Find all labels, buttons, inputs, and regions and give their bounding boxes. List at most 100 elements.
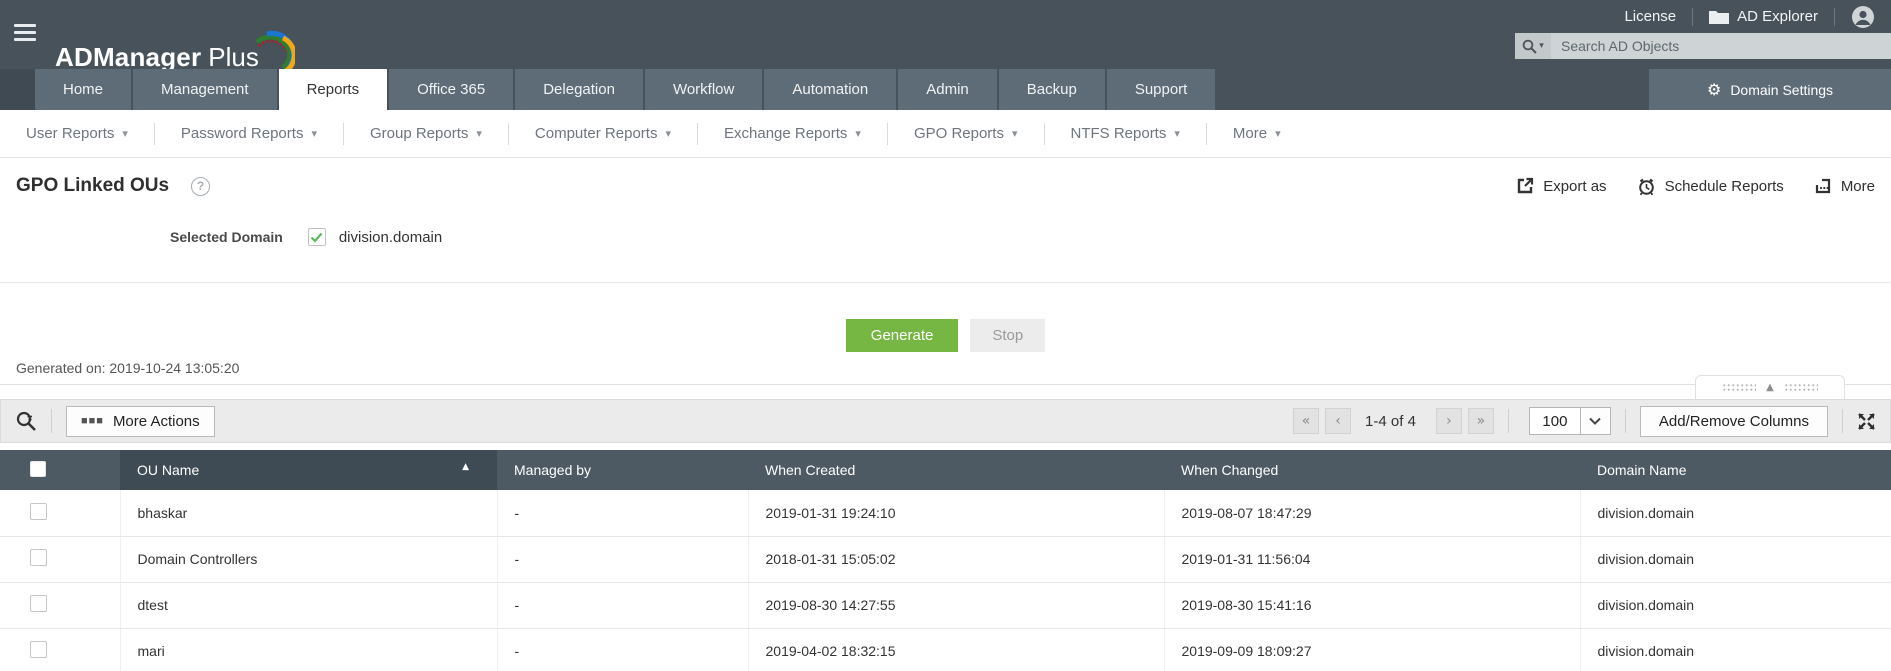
tab-backup[interactable]: Backup <box>998 69 1107 110</box>
page-size-select[interactable]: 100 <box>1528 407 1611 435</box>
domain-checkbox[interactable] <box>307 228 326 246</box>
divider <box>1205 122 1207 145</box>
tab-delegation[interactable]: Delegation <box>515 69 645 110</box>
divider <box>51 409 52 433</box>
table-row: mari - 2019-04-02 18:32:15 2019-09-09 18… <box>0 628 1891 671</box>
cell-when-changed: 2019-01-31 11:56:04 <box>1164 536 1581 583</box>
chevron-down-icon: ▾ <box>476 127 482 140</box>
grid-toolbar: ■■■ More Actions « ‹ 1-4 of 4 › » 100 Ad… <box>0 399 1891 443</box>
nav-gpo-reports[interactable]: GPO Reports ▾ <box>913 125 1018 142</box>
chevron-down-icon <box>1580 407 1611 435</box>
tab-workflow[interactable]: Workflow <box>644 69 765 110</box>
selected-domain-label: Selected Domain <box>170 229 283 245</box>
divider <box>342 122 344 145</box>
page-title: GPO Linked OUs <box>16 175 170 196</box>
table-header: OU Name ▲ Managed by When Created When C… <box>0 450 1891 490</box>
row-checkbox[interactable] <box>30 549 47 566</box>
nav-ntfs-reports[interactable]: NTFS Reports ▾ <box>1070 125 1180 142</box>
divider <box>1842 409 1843 433</box>
tab-home[interactable]: Home <box>35 69 134 110</box>
cell-ou-name: bhaskar <box>120 490 498 537</box>
user-menu[interactable] <box>1851 5 1875 29</box>
hamburger-icon[interactable] <box>14 24 36 41</box>
cell-when-created: 2019-01-31 19:24:10 <box>748 490 1165 537</box>
search-scope-button[interactable]: ▾ <box>1515 33 1551 59</box>
grid-toolbar-wrap: ▲ ■■■ More Actions « ‹ 1-4 of 4 › » 100 <box>0 375 1891 443</box>
collapse-panel-handle[interactable]: ▲ <box>1695 375 1845 399</box>
row-checkbox[interactable] <box>30 595 47 612</box>
more-dots-icon: ■■■ <box>81 414 104 427</box>
logo-swoosh-icon <box>255 30 295 74</box>
cell-domain-name: division.domain <box>1580 536 1891 583</box>
tabstrip-pad <box>0 69 35 110</box>
row-checkbox[interactable] <box>30 641 47 658</box>
selected-domain-row: Selected Domain division.domain <box>0 214 1891 260</box>
collapse-arrow-icon: ▲ <box>1766 382 1774 393</box>
row-checkbox[interactable] <box>30 502 47 520</box>
chevron-down-icon: ▾ <box>1011 127 1018 140</box>
license-label: License <box>1624 8 1677 25</box>
divider <box>886 122 888 145</box>
tab-office365[interactable]: Office 365 <box>389 69 516 110</box>
report-actions: Export as Schedule Reports More <box>1516 177 1875 196</box>
expand-icon[interactable] <box>1857 412 1876 431</box>
tab-admin[interactable]: Admin <box>898 69 999 110</box>
ad-explorer-link[interactable]: AD Explorer <box>1709 8 1818 25</box>
help-icon[interactable]: ? <box>191 176 211 196</box>
divider <box>0 384 1891 385</box>
column-header-ou-name[interactable]: OU Name ▲ <box>120 450 497 490</box>
divider <box>153 122 155 145</box>
table-row: bhaskar - 2019-01-31 19:24:10 2019-08-07… <box>0 490 1891 537</box>
first-page-icon[interactable]: « <box>1293 408 1320 434</box>
last-page-icon[interactable]: » <box>1467 408 1494 434</box>
alarm-clock-icon <box>1637 177 1656 196</box>
more-button[interactable]: More <box>1814 177 1875 195</box>
domain-name-value: division.domain <box>338 228 443 246</box>
chevron-down-icon: ▾ <box>855 127 861 140</box>
chevron-down-icon: ▾ <box>311 127 317 140</box>
nav-computer-reports[interactable]: Computer Reports ▾ <box>534 125 671 142</box>
divider <box>1692 7 1694 26</box>
column-header-domain-name[interactable]: Domain Name <box>1580 450 1891 490</box>
search-input[interactable] <box>1551 33 1891 59</box>
topbar-links: License AD Explorer <box>1624 0 1875 33</box>
next-page-icon[interactable]: › <box>1435 408 1462 434</box>
cell-domain-name: division.domain <box>1580 628 1891 671</box>
chevron-down-icon: ▾ <box>665 127 671 140</box>
cell-managed-by: - <box>497 536 749 583</box>
divider <box>1507 409 1509 433</box>
prev-page-icon[interactable]: ‹ <box>1325 408 1352 434</box>
divider <box>1624 409 1626 433</box>
select-all-checkbox[interactable] <box>30 460 46 477</box>
cell-domain-name: division.domain <box>1580 582 1891 629</box>
add-remove-columns-button[interactable]: Add/Remove Columns <box>1639 405 1828 437</box>
chevron-down-icon: ▾ <box>1539 41 1544 51</box>
export-as-label: Export as <box>1543 177 1607 195</box>
column-search-icon[interactable] <box>15 410 37 432</box>
nav-user-reports[interactable]: User Reports ▾ <box>26 125 128 142</box>
divider <box>1043 122 1045 145</box>
tab-support[interactable]: Support <box>1106 69 1218 110</box>
export-as-button[interactable]: Export as <box>1516 177 1607 195</box>
generate-button[interactable]: Generate <box>845 319 959 352</box>
nav-password-reports[interactable]: Password Reports ▾ <box>180 125 317 142</box>
column-header-when-changed[interactable]: When Changed <box>1164 450 1580 490</box>
domain-settings-button[interactable]: ⚙ Domain Settings <box>1649 69 1891 110</box>
sort-asc-icon: ▲ <box>462 462 469 472</box>
tab-automation[interactable]: Automation <box>764 69 899 110</box>
stop-button[interactable]: Stop <box>970 319 1046 352</box>
tab-management[interactable]: Management <box>133 69 279 110</box>
nav-group-reports[interactable]: Group Reports ▾ <box>369 125 482 142</box>
nav-more[interactable]: More ▾ <box>1232 125 1281 142</box>
license-link[interactable]: License <box>1624 8 1676 25</box>
column-header-when-created[interactable]: When Created <box>748 450 1164 490</box>
divider <box>697 122 698 145</box>
more-actions-button[interactable]: ■■■ More Actions <box>66 405 215 437</box>
column-header-managed-by[interactable]: Managed by <box>497 450 748 490</box>
more-box-icon <box>1814 177 1832 195</box>
tab-reports[interactable]: Reports <box>278 69 390 110</box>
schedule-reports-button[interactable]: Schedule Reports <box>1637 177 1784 196</box>
nav-exchange-reports[interactable]: Exchange Reports ▾ <box>724 125 861 142</box>
more-label: More <box>1840 177 1875 195</box>
chevron-down-icon: ▾ <box>1275 127 1281 140</box>
